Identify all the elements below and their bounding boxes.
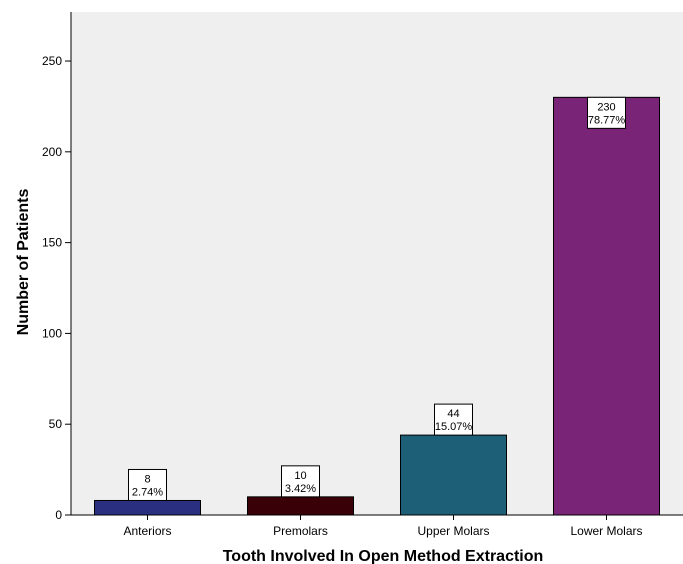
data-label-box [128, 468, 167, 501]
y-tick-label: 200 [42, 145, 62, 159]
bar-lower-molars [553, 96, 660, 516]
x-tick-label: Lower Molars [570, 524, 642, 538]
data-label-percent: 15.07% [435, 421, 473, 433]
data-label-box [281, 465, 320, 498]
data-label-box [434, 403, 473, 436]
y-tick-label: 100 [42, 326, 62, 340]
data-label-box [587, 96, 626, 129]
x-axis-title: Tooth Involved In Open Method Extraction [223, 548, 544, 564]
x-tick-label: Premolars [273, 524, 328, 538]
data-label-count: 230 [597, 101, 615, 113]
y-tick-label: 0 [55, 508, 62, 522]
y-axis-title: Number of Patients [15, 189, 32, 336]
y-tick-label: 150 [42, 236, 62, 250]
x-tick-label: Upper Molars [417, 524, 489, 538]
y-tick-label: 50 [49, 417, 63, 431]
data-label-percent: 3.42% [285, 483, 316, 495]
bar-upper-molars [400, 434, 507, 516]
data-label-percent: 2.74% [132, 486, 163, 498]
bar-anteriors [94, 499, 201, 516]
data-label-count: 8 [144, 473, 150, 485]
x-tick-label: Anteriors [123, 524, 171, 538]
bar-premolars [247, 496, 354, 516]
data-label-percent: 78.77% [588, 114, 626, 126]
y-tick-label: 250 [42, 54, 62, 68]
data-label-count: 10 [294, 470, 306, 482]
data-label-count: 44 [447, 408, 459, 420]
